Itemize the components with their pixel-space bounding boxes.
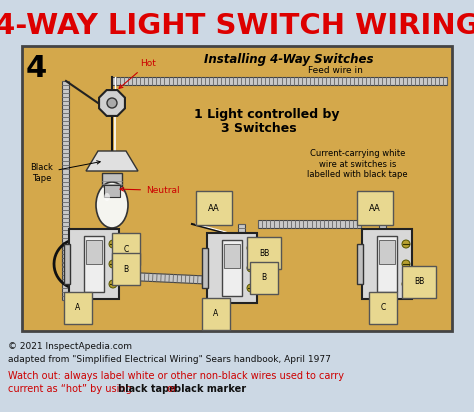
Text: AA: AA bbox=[369, 204, 381, 213]
Text: B: B bbox=[123, 265, 128, 274]
Polygon shape bbox=[86, 151, 138, 171]
Text: C: C bbox=[123, 244, 128, 253]
Bar bbox=[362, 229, 412, 299]
Bar bbox=[64, 244, 70, 284]
Circle shape bbox=[107, 98, 117, 108]
Text: Hot: Hot bbox=[119, 59, 156, 89]
Bar bbox=[357, 244, 363, 284]
Text: AA: AA bbox=[208, 204, 220, 213]
Text: C: C bbox=[380, 304, 386, 312]
Polygon shape bbox=[63, 246, 70, 300]
Polygon shape bbox=[63, 81, 70, 266]
Text: A: A bbox=[213, 309, 219, 318]
Bar bbox=[377, 236, 397, 292]
Bar bbox=[86, 240, 102, 264]
Text: BB: BB bbox=[259, 248, 269, 258]
Bar bbox=[22, 46, 452, 331]
Bar bbox=[207, 233, 257, 303]
Text: black tape: black tape bbox=[118, 384, 176, 394]
Text: adapted from "Simplified Electrical Wiring" Sears handbook, April 1977: adapted from "Simplified Electrical Wiri… bbox=[8, 355, 331, 364]
Text: black marker: black marker bbox=[174, 384, 246, 394]
Bar bbox=[224, 244, 240, 268]
Polygon shape bbox=[120, 272, 206, 284]
Circle shape bbox=[247, 244, 255, 252]
Text: current as “hot” by using: current as “hot” by using bbox=[8, 384, 135, 394]
Text: 1 Light controlled by: 1 Light controlled by bbox=[194, 108, 340, 120]
Circle shape bbox=[247, 264, 255, 272]
Text: BB: BB bbox=[414, 278, 424, 286]
Circle shape bbox=[109, 260, 117, 268]
Ellipse shape bbox=[96, 182, 128, 228]
Text: Watch out: always label white or other non-black wires used to carry: Watch out: always label white or other n… bbox=[8, 371, 344, 381]
Circle shape bbox=[109, 240, 117, 248]
Text: Neutral: Neutral bbox=[120, 186, 180, 195]
Bar bbox=[69, 229, 119, 299]
Circle shape bbox=[402, 240, 410, 248]
Polygon shape bbox=[238, 224, 246, 232]
Bar bbox=[84, 236, 104, 292]
Bar bbox=[202, 248, 208, 288]
Ellipse shape bbox=[104, 193, 110, 201]
Circle shape bbox=[247, 284, 255, 292]
Polygon shape bbox=[258, 220, 361, 228]
Text: © 2021 InspectApedia.com: © 2021 InspectApedia.com bbox=[8, 342, 132, 351]
Text: 3 Switches: 3 Switches bbox=[221, 122, 296, 134]
Polygon shape bbox=[380, 224, 386, 228]
Polygon shape bbox=[99, 90, 125, 116]
Text: B: B bbox=[262, 274, 266, 283]
Bar bbox=[379, 240, 395, 264]
Bar bbox=[102, 173, 122, 187]
Text: or: or bbox=[164, 384, 180, 394]
Text: 4-WAY LIGHT SWITCH WIRING: 4-WAY LIGHT SWITCH WIRING bbox=[0, 12, 474, 40]
Polygon shape bbox=[112, 77, 447, 85]
Text: Current-carrying white
wire at switches is
labelled with black tape: Current-carrying white wire at switches … bbox=[307, 149, 408, 179]
Circle shape bbox=[402, 260, 410, 268]
Text: Feed wire in: Feed wire in bbox=[309, 66, 364, 75]
Bar bbox=[222, 240, 242, 296]
Text: Installing 4-Way Switches: Installing 4-Way Switches bbox=[204, 52, 374, 66]
Text: A: A bbox=[75, 304, 81, 312]
Text: Black
Tape: Black Tape bbox=[30, 161, 100, 183]
Text: 4: 4 bbox=[26, 54, 46, 82]
Bar bbox=[104, 185, 120, 197]
Circle shape bbox=[402, 280, 410, 288]
Circle shape bbox=[109, 280, 117, 288]
